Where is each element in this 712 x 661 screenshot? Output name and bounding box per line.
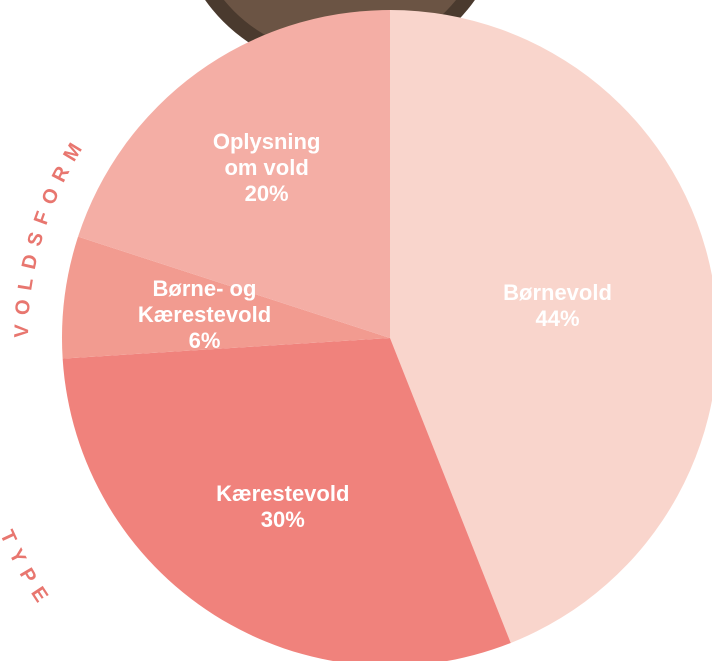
- category-label: Børne- og Kærestevold: [137, 276, 272, 328]
- page: VOLDSFORM TYPE Børnevold44%Kærestevold30…: [0, 0, 712, 661]
- value-label: 6%: [137, 328, 272, 354]
- category-label: Børnevold: [473, 280, 643, 306]
- category-label: Kærestevold: [188, 481, 378, 507]
- value-label: 44%: [473, 306, 643, 332]
- value-label: 20%: [204, 181, 329, 207]
- arc-text: TYPE: [0, 527, 57, 614]
- value-label: 30%: [188, 507, 378, 533]
- arc-annotation: TYPE: [0, 527, 57, 614]
- category-label: Oplysning om vold: [204, 129, 329, 181]
